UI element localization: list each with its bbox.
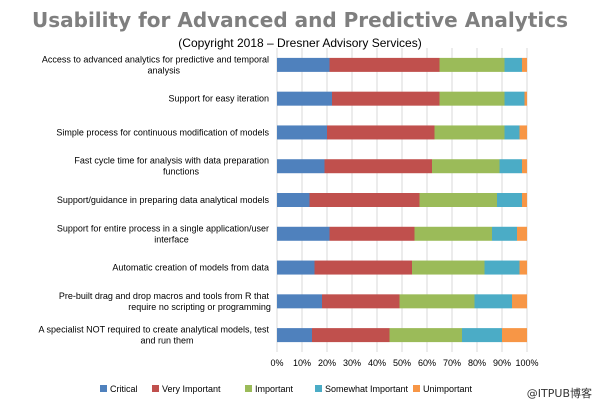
category-label: Fast cycle time for analysis with data p… xyxy=(74,156,269,177)
bar-segment xyxy=(474,294,512,309)
x-tick-label: 70% xyxy=(443,358,461,368)
category-label: Access to advanced analytics for predict… xyxy=(42,54,269,75)
bar-segment xyxy=(277,193,310,207)
x-tick-label: 50% xyxy=(393,358,411,368)
bar-segment xyxy=(512,294,527,309)
bar-segment xyxy=(432,159,500,174)
bar-segment xyxy=(309,193,420,207)
bar-segment xyxy=(504,125,520,140)
bar-segment xyxy=(314,260,412,275)
legend-swatch xyxy=(315,385,322,392)
legend-label: Somewhat Important xyxy=(325,384,409,394)
x-tick-label: 10% xyxy=(293,358,311,368)
bar-segment xyxy=(517,226,527,241)
bar-segment xyxy=(497,193,522,207)
category-label: Support for easy iteration xyxy=(168,94,269,104)
category-label: Support for entire process in a single a… xyxy=(57,223,269,244)
bar-segment xyxy=(277,328,312,343)
legend-swatch xyxy=(245,385,252,392)
bar-segment xyxy=(412,260,485,275)
bar-segment xyxy=(439,57,505,72)
bar-segment xyxy=(324,159,432,174)
legend-label: Unimportant xyxy=(423,384,473,394)
category-label: Pre-built drag and drop macros and tools… xyxy=(59,291,271,312)
bar-segment xyxy=(519,260,527,275)
bar-segment xyxy=(389,328,462,343)
legend-label: Critical xyxy=(110,384,138,394)
x-tick-label: 30% xyxy=(343,358,361,368)
bar-segment xyxy=(434,125,505,140)
bar-segment xyxy=(499,159,522,174)
bar-segment xyxy=(462,328,502,343)
x-tick-label: 60% xyxy=(418,358,436,368)
bar-segment xyxy=(277,125,327,140)
chart-subtitle: (Copyright 2018 – Dresner Advisory Servi… xyxy=(178,36,422,50)
category-label: Simple process for continuous modificati… xyxy=(56,127,269,137)
bar-segment xyxy=(522,57,527,72)
bar-segment xyxy=(484,260,520,275)
category-label: A specialist NOT required to create anal… xyxy=(39,325,270,346)
x-tick-label: 0% xyxy=(270,358,283,368)
x-tick-label: 80% xyxy=(468,358,486,368)
bar-segment xyxy=(332,91,440,106)
legend-swatch xyxy=(413,385,420,392)
legend-label: Very Important xyxy=(162,384,221,394)
bar-segment xyxy=(522,193,527,207)
bar-segment xyxy=(277,91,332,106)
bar-segment xyxy=(329,57,440,72)
bar-segment xyxy=(504,91,525,106)
bar-segment xyxy=(322,294,400,309)
x-tick-label: 20% xyxy=(318,358,336,368)
bar-segment xyxy=(504,57,522,72)
bar-segment xyxy=(524,91,527,106)
bar-segment xyxy=(399,294,475,309)
chart-title: Usability for Advanced and Predictive An… xyxy=(31,8,568,32)
bar-segment xyxy=(277,226,330,241)
bar-segment xyxy=(439,91,505,106)
legend-swatch xyxy=(152,385,159,392)
bar-segment xyxy=(492,226,517,241)
x-tick-label: 40% xyxy=(368,358,386,368)
bar-segment xyxy=(277,57,330,72)
bar-segment xyxy=(277,159,325,174)
x-tick-label: 90% xyxy=(493,358,511,368)
bar-segment xyxy=(519,125,527,140)
bar-segment xyxy=(414,226,492,241)
x-tick-label: 100% xyxy=(515,358,538,368)
bar-segment xyxy=(312,328,390,343)
category-label: Automatic creation of models from data xyxy=(112,263,269,273)
bar-segment xyxy=(329,226,415,241)
bar-segment xyxy=(419,193,497,207)
bar-segment xyxy=(327,125,435,140)
watermark: @ITPUB博客 xyxy=(526,387,592,400)
legend-label: Important xyxy=(255,384,294,394)
bar-segment xyxy=(277,294,322,309)
bar-segment xyxy=(522,159,527,174)
bar-segment xyxy=(502,328,527,343)
legend-swatch xyxy=(100,385,107,392)
bar-segment xyxy=(277,260,315,275)
category-label: Support/guidance in preparing data analy… xyxy=(57,195,270,205)
